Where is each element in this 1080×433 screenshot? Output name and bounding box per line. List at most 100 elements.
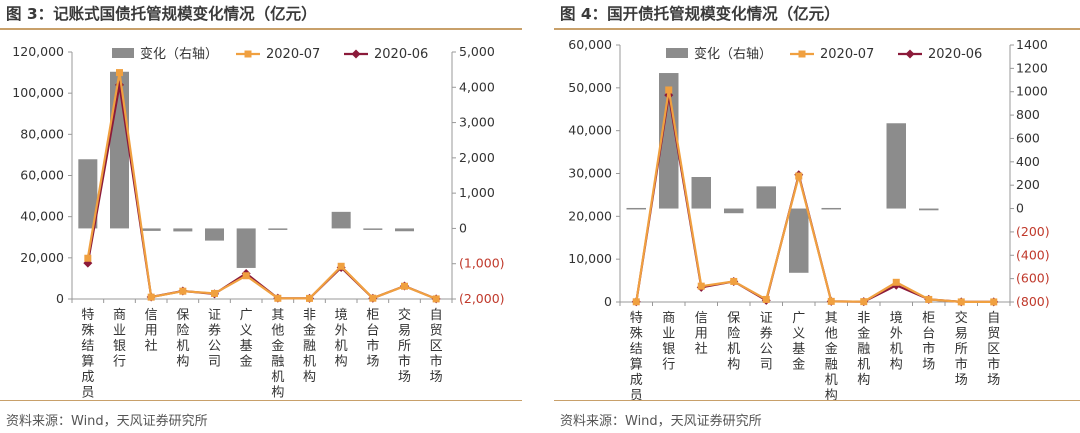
category-label: 境外机构 [890,311,903,373]
series-point [211,289,218,297]
series-point [432,295,440,303]
source-divider [0,400,522,401]
category-label: 信用社 [145,308,158,354]
series-point [242,272,250,280]
change-bar [141,228,161,231]
change-bar [173,228,193,232]
right-tick-label: 3,000 [459,115,495,130]
category-label: 保险机构 [727,311,740,373]
category-label: 商业银行 [113,308,126,370]
legend-label: 2020-07 [266,47,320,62]
series-point [762,295,770,303]
category-label: 境外机构 [335,308,348,370]
category-label: 非金融机构 [857,311,870,388]
left-tick-label: 60,000 [20,168,64,183]
category-label: 特殊结算成员 [630,311,643,404]
series-point [795,172,803,180]
change-bar [919,208,939,211]
category-label: 保险机构 [176,308,189,370]
change-bar [331,211,351,229]
right-tick-label: (200) [1016,224,1050,239]
left-tick-label: 60,000 [568,37,612,52]
series-point [116,69,123,77]
category-label: 证券公司 [208,308,221,370]
category-label: 商业银行 [662,311,675,373]
category-label: 交易所市场 [398,307,411,385]
right-tick-label: 200 [1016,177,1040,192]
legend-label: 2020-06 [928,47,982,62]
series-point [730,277,738,285]
change-bar [691,177,711,209]
series-point [892,278,900,286]
chart-cdb-bond-custody: 0 10,000 20,000 30,000 40,000 50,000 60,000 (80… [568,37,1050,404]
left-tick-label: 80,000 [20,126,64,141]
left-tick-label: 100,000 [12,85,64,100]
legend-label: 2020-06 [374,47,428,62]
left-tick-label: 50,000 [568,80,612,95]
category-label: 广义基金 [240,308,253,370]
right-tick-label: 800 [1016,107,1040,122]
right-tick-label: 2,000 [459,150,495,165]
chart-gov-bond-custody: 0 20,000 40,000 60,000 80,000 100,000 120,000 (… [12,44,505,401]
left-tick-label: 20,000 [20,250,64,265]
left-tick-label: 40,000 [568,123,612,138]
left-tick-label: 120,000 [12,44,64,59]
right-tick-label: 400 [1016,154,1040,169]
category-label: 其他金融机构 [825,311,838,404]
left-tick-label: 40,000 [20,209,64,224]
left-tick-label: 0 [56,291,64,306]
change-bar [205,228,224,241]
change-bar [724,208,744,214]
series-point [401,282,408,290]
category-label: 特殊结算成员 [81,308,94,401]
change-bar [236,228,256,268]
category-label: 广义基金 [792,311,805,373]
legend-marker [351,49,361,59]
left-tick-label: 20,000 [568,208,612,223]
category-label: 证券公司 [760,311,773,373]
category-label: 信用社 [695,311,708,357]
source-divider [554,400,1080,401]
category-label: 柜台市场 [922,311,935,373]
right-tick-label: 0 [1016,201,1024,216]
category-label: 柜台市场 [366,308,379,370]
legend-label: 变化（右轴） [694,46,772,62]
category-label: 交易所市场 [955,310,968,388]
change-bar [756,186,776,209]
right-tick-label: 600 [1016,130,1040,145]
category-label: 自贸区市场 [430,308,443,385]
right-tick-label: (600) [1016,271,1050,286]
right-tick-label: 1200 [1016,60,1048,75]
series-line [635,89,994,303]
change-bar [659,73,679,209]
change-bar [821,207,841,210]
right-tick-label: 5,000 [459,44,495,59]
right-tick-label: 4,000 [459,79,495,94]
series-point [925,295,933,303]
series-line [86,72,437,300]
change-bar [110,71,129,229]
legend-marker [798,50,806,58]
series-point [632,298,640,306]
series-point [990,298,998,306]
series-point [827,297,835,305]
change-bar [78,159,98,229]
series-point [179,287,187,295]
change-bar [626,207,646,210]
right-tick-label: 1400 [1016,37,1048,52]
figure-panel-3: 图 3：记账式国债托管规模变化情况（亿元） 0 20,000 40,000 60,00… [0,0,522,433]
series-point [147,293,155,301]
change-bar [886,123,906,209]
right-tick-label: 1,000 [459,185,495,200]
right-tick-label: (2,000) [459,291,505,306]
legend-marker [905,49,915,59]
series-line [86,84,437,300]
change-bar [363,228,383,230]
series-point [274,294,282,302]
figure-panel-4: 图 4：国开债托管规模变化情况（亿元） 0 10,000 20,000 30,000 4… [554,0,1080,433]
legend-label: 2020-07 [820,47,874,62]
source-note: 资料来源：Wind，天风证券研究所 [560,414,762,429]
category-label: 自贸区市场 [987,311,1000,388]
change-bar [395,228,414,232]
title-divider [0,28,522,30]
